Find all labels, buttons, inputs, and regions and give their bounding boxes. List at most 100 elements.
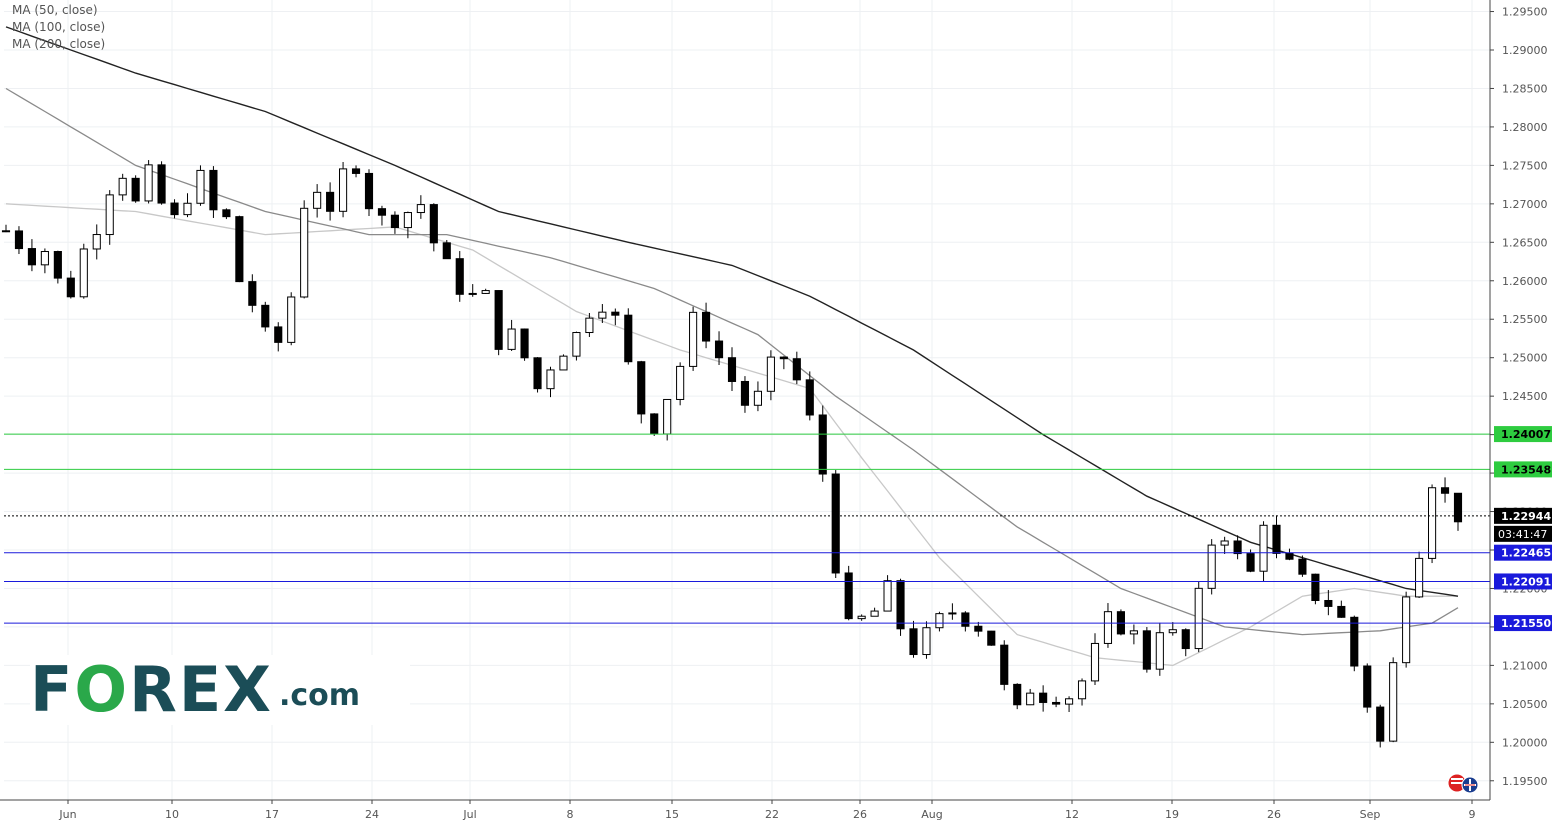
candle-body-up (1428, 487, 1437, 559)
candle (753, 381, 762, 412)
last-label-box (1494, 507, 1552, 524)
candle-body-down (1, 230, 11, 233)
candle-body-down (222, 209, 231, 218)
candle (144, 160, 153, 204)
candle-body-down (727, 357, 737, 382)
candle-body-down (53, 251, 62, 279)
candle-body-down (1453, 492, 1463, 523)
candle (805, 371, 814, 421)
x-tick-label: 9 (1469, 808, 1476, 820)
candle (235, 215, 244, 283)
candle (364, 169, 374, 217)
candle-body-down (533, 357, 542, 390)
candle-body-up (689, 311, 698, 367)
y-tick-label: 1.27000 (1502, 198, 1548, 211)
candle-body-up (40, 251, 49, 266)
y-axis-panel[interactable] (1491, 0, 1558, 820)
candle-body-up (1065, 698, 1074, 705)
candle (183, 193, 192, 218)
candle (1039, 685, 1048, 712)
legend-ma200[interactable]: MA (200, close) (12, 37, 106, 51)
candle (287, 292, 296, 346)
candle-body-down (494, 290, 503, 350)
candle-body-down (611, 311, 620, 316)
candlestick-series (1, 160, 1463, 748)
candle (546, 366, 555, 398)
candle-body-down (170, 202, 179, 216)
candle (1402, 591, 1411, 668)
candle (339, 161, 348, 218)
candle-body-up (1103, 611, 1113, 644)
candle-body-down (1000, 644, 1009, 685)
candle (1155, 622, 1164, 676)
candle-body-down (351, 168, 361, 174)
countdown-label: 03:41:47 (1498, 528, 1547, 541)
candle-body-up (105, 194, 114, 236)
candle (1065, 696, 1074, 713)
candle-body-down (1350, 616, 1359, 667)
candle-body-up (572, 332, 581, 357)
candle-body-down (1181, 629, 1190, 650)
candle (779, 356, 788, 370)
candle-body-up (468, 292, 477, 295)
candle (520, 328, 529, 361)
candle-body-up (287, 296, 296, 343)
candle-body-down (624, 314, 633, 363)
candle-body-down (235, 216, 244, 283)
y-tick-label: 1.28000 (1502, 121, 1548, 134)
candle (79, 243, 88, 299)
candle (870, 607, 879, 617)
candle (209, 166, 218, 218)
x-tick-label: 19 (1165, 808, 1179, 820)
candle (1090, 633, 1100, 686)
candle (40, 248, 49, 274)
candle (1298, 555, 1307, 577)
candle (222, 208, 231, 220)
candle-body-up (144, 164, 153, 202)
candle (624, 308, 633, 365)
y-tick-label: 1.29500 (1502, 6, 1548, 19)
candle-body-down (248, 281, 257, 306)
x-tick-label: Sep (1360, 808, 1381, 820)
candle (429, 203, 438, 252)
candle-body-up (883, 580, 892, 612)
candle (468, 284, 477, 297)
candle-body-up (118, 177, 127, 196)
candle-body-down (702, 311, 711, 342)
candle-body-up (857, 615, 866, 620)
candle-body-up (92, 234, 101, 250)
candle (1440, 477, 1450, 503)
candle (961, 611, 970, 632)
candle-body-up (870, 610, 879, 617)
legend-ma100[interactable]: MA (100, close) (12, 20, 106, 34)
resistance-label: 1.23548 (1501, 463, 1551, 476)
candle-body-up (1090, 642, 1100, 682)
candle (416, 195, 425, 219)
candle-body-down (209, 169, 218, 211)
candle-body-down (961, 612, 970, 627)
x-tick-label: 26 (1267, 808, 1281, 820)
candle-body-down (896, 580, 905, 630)
candle (377, 205, 387, 226)
candle (792, 351, 801, 385)
candle (1453, 492, 1463, 531)
candle-body-up (1207, 544, 1216, 589)
candle-body-down (740, 380, 750, 406)
candle-body-up (1168, 629, 1177, 634)
candle-body-up (507, 328, 516, 350)
moving-averages (5, 26, 1459, 667)
ma200-line (5, 26, 1459, 597)
candle-body-down (274, 326, 283, 343)
candle (1233, 535, 1242, 560)
candle (105, 190, 114, 245)
candle (1337, 600, 1346, 618)
candle-body-down (1272, 524, 1281, 554)
candle-body-down (637, 361, 646, 415)
legend-ma50[interactable]: MA (50, close) (12, 3, 98, 17)
candle-body-down (1013, 683, 1022, 706)
candle (1026, 688, 1035, 706)
candle (1, 224, 11, 233)
candle-body-down (14, 230, 24, 250)
candle (909, 620, 918, 658)
candle-body-up (1259, 524, 1268, 572)
